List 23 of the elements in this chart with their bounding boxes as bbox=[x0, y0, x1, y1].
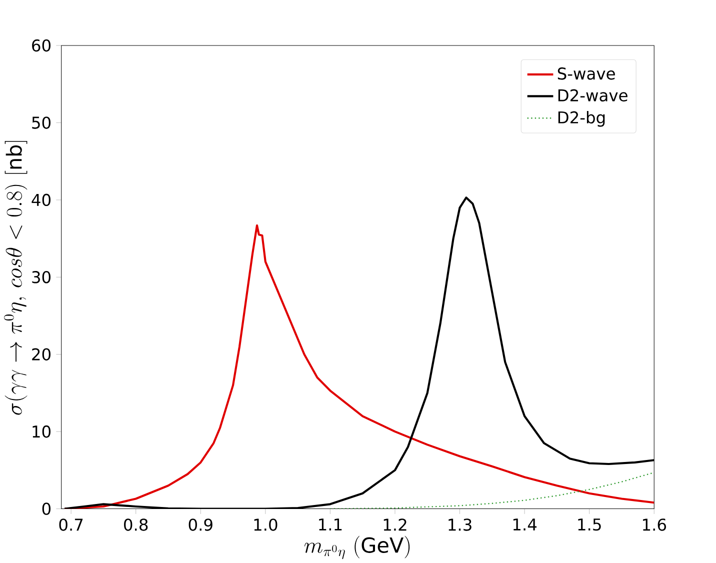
x-tick-label: 1.6 bbox=[643, 518, 666, 531]
x-axis-title: $m_{\pi^0\eta}\ \mathrm{(GeV)}$ bbox=[304, 536, 410, 560]
y-tick-label: 0 bbox=[42, 502, 50, 515]
x-tick-label: 1.4 bbox=[513, 518, 537, 530]
y-tick-label: 10 bbox=[32, 425, 50, 438]
legend-label: D2-bg bbox=[558, 110, 605, 127]
x-tick-label: 1.0 bbox=[254, 518, 278, 531]
y-tick-label: 30 bbox=[32, 270, 50, 284]
x-tick-label: 0.7 bbox=[59, 518, 83, 531]
y-tick-label: 60 bbox=[32, 39, 50, 52]
y-tick-label: 20 bbox=[32, 348, 50, 360]
legend-label: S-wave bbox=[558, 67, 615, 80]
x-tick-label: 1.3 bbox=[448, 518, 472, 531]
x-tick-label: 0.8 bbox=[124, 518, 148, 531]
y-tick-label: 50 bbox=[32, 116, 50, 129]
x-tick-label: 1.5 bbox=[578, 518, 601, 531]
x-tick-label: 1.2 bbox=[384, 518, 406, 531]
line-series bbox=[330, 472, 654, 509]
legend-label: D2-wave bbox=[558, 89, 628, 102]
x-tick-label: 0.9 bbox=[188, 518, 212, 531]
x-tick-label: 1.1 bbox=[319, 518, 342, 530]
y-tick-label: 40 bbox=[32, 194, 50, 206]
y-axis-title: $\sigma(\gamma\gamma\to\pi^0\eta,\, cos\theta < 0.8)\ \mathrm{[nb]}$ bbox=[4, 140, 28, 415]
